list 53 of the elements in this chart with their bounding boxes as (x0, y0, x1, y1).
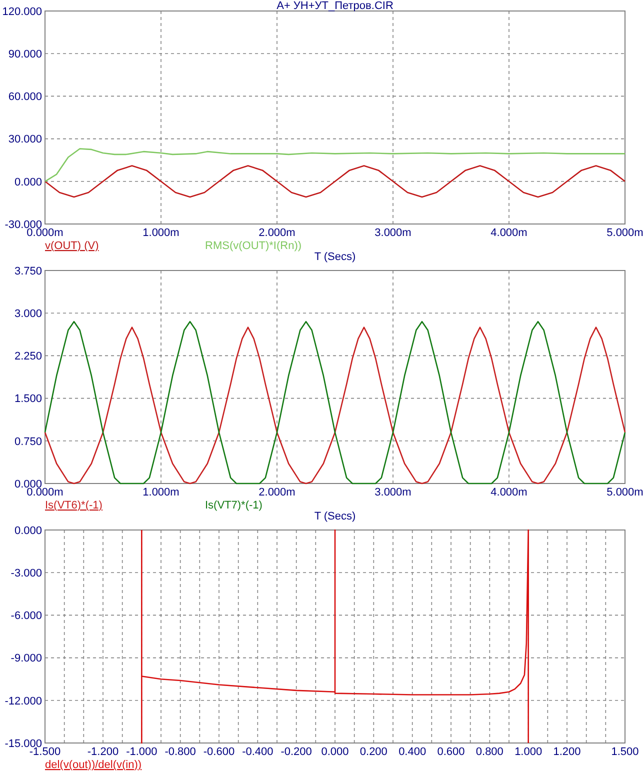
x-tick-label: 0.200 (360, 746, 388, 758)
x-tick-label: 4.000m (490, 227, 528, 239)
text: v(OUT) (V) (45, 240, 99, 252)
x-tick-label: 3.000m (374, 486, 412, 498)
x-tick-label: 1.000 (514, 746, 542, 758)
text: RMS(v(OUT)*I(Rn)) (205, 240, 302, 252)
y-tick-label: 2.250 (14, 350, 42, 363)
y-tick-label: -12.000 (4, 695, 42, 708)
x-tick-label: 3.000m (374, 227, 412, 239)
y-tick-label: 1.500 (14, 393, 42, 406)
x-tick-label: -1.500 (29, 746, 61, 758)
x-axis-title: T (Secs) (314, 251, 356, 263)
x-tick-label: 1.500 (611, 746, 639, 758)
y-tick-label: -6.000 (10, 610, 42, 622)
x-tick-label: 0.000m (26, 227, 64, 239)
text: Is(VT6)*(-1) (45, 500, 102, 512)
y-tick-label: 0.750 (14, 436, 42, 448)
y-tick-label: 60.000 (8, 91, 42, 104)
y-tick-label: -9.000 (10, 652, 42, 665)
x-tick-label: 2.000m (258, 227, 296, 239)
series-label: Is(VT7)*(-1) (205, 500, 262, 512)
x-tick-label: 0.600 (437, 746, 465, 758)
x-tick-label: -0.600 (203, 746, 235, 758)
y-tick-label: 0.000 (14, 176, 42, 188)
series-label: del(v(out))/del(v(in)) (45, 759, 142, 771)
line-series (44, 148, 626, 182)
x-tick-label: 1.000m (142, 227, 180, 239)
x-tick-label: -0.800 (164, 746, 196, 758)
y-tick-label: 3.750 (14, 265, 42, 278)
line-series (44, 165, 626, 198)
x-tick-label: 0.400 (398, 746, 426, 758)
x-tick-label: 0.000m (26, 486, 64, 498)
x-tick-label: 2.000m (258, 486, 296, 498)
x-tick-label: 0.000 (321, 746, 349, 758)
x-tick-label: 5.000m (606, 227, 643, 239)
y-tick-label: 90.000 (8, 48, 42, 60)
y-tick-label: 30.000 (8, 134, 42, 146)
x-tick-label: 0.800 (476, 746, 504, 758)
y-tick-label: 120.000 (2, 6, 42, 18)
x-tick-label: 1.200 (553, 746, 581, 758)
x-axis-title: T (Secs) (314, 510, 356, 522)
x-tick-label: 4.000m (490, 486, 528, 498)
x-tick-label: 5.000m (606, 486, 643, 498)
line-series (141, 529, 529, 744)
y-tick-label: 0.000 (14, 524, 42, 537)
x-tick-label: -1.000 (126, 746, 158, 758)
x-tick-label: -0.200 (280, 746, 312, 758)
y-tick-label: -3.000 (10, 567, 42, 580)
x-tick-label: 1.000m (142, 486, 180, 498)
x-tick-label: -0.400 (242, 746, 274, 758)
chart-title: A+ УН+УТ_Петров.CIR (276, 0, 394, 12)
y-tick-label: 3.000 (14, 308, 42, 320)
x-tick-label: -1.200 (87, 746, 119, 758)
